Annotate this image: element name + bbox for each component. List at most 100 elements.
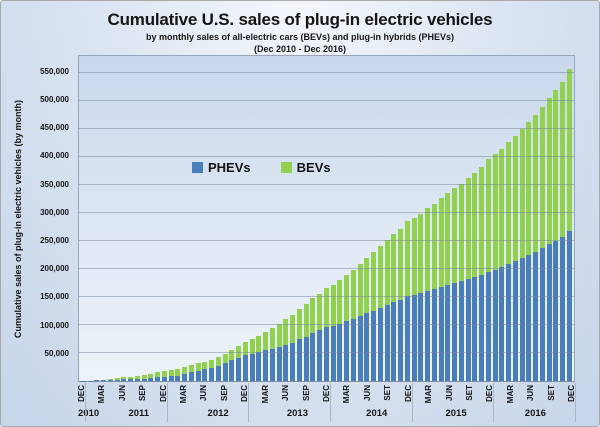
- chart-period: (Dec 2010 - Dec 2016): [253, 44, 347, 54]
- bar-phev-segment: [458, 281, 464, 381]
- gridline: [79, 155, 574, 157]
- bar: [350, 56, 356, 381]
- gridline: [79, 71, 574, 73]
- bar-bev-segment: [465, 177, 471, 280]
- bar-bev-segment: [350, 270, 356, 319]
- bar: [296, 56, 302, 381]
- bar-bev-segment: [323, 288, 329, 328]
- bar: [236, 56, 242, 381]
- year-label: 2012: [207, 408, 229, 419]
- bar: [87, 56, 93, 381]
- bar-phev-segment: [121, 379, 127, 381]
- x-axis-year-labels: 2010 2011 2012 2013 2014 2015 2016: [78, 408, 575, 421]
- bar-bev-segment: [539, 107, 545, 249]
- bar-phev-segment: [256, 352, 262, 381]
- bar-phev-segment: [263, 350, 269, 381]
- bar: [452, 56, 458, 381]
- bar-bev-segment: [121, 377, 127, 380]
- bar-bev-segment: [107, 379, 113, 380]
- bar: [519, 56, 525, 381]
- bar: [472, 56, 478, 381]
- bar: [317, 56, 323, 381]
- bar-phev-segment: [222, 363, 228, 381]
- bar: [344, 56, 350, 381]
- bar-bev-segment: [242, 341, 248, 355]
- bar-phev-segment: [533, 251, 539, 381]
- bar: [141, 56, 147, 381]
- y-tick-label: 200,000: [40, 264, 69, 274]
- bar-phev-segment: [479, 275, 485, 381]
- bar-phev-segment: [506, 264, 512, 381]
- bar: [411, 56, 417, 381]
- bar-bev-segment: [330, 284, 336, 326]
- bar-phev-segment: [161, 376, 167, 381]
- gridline: [79, 267, 574, 269]
- bar-phev-segment: [269, 348, 275, 381]
- bar: [134, 56, 140, 381]
- bar-phev-segment: [465, 279, 471, 381]
- bar-bev-segment: [175, 369, 181, 376]
- bar-bev-segment: [114, 378, 120, 380]
- bar-phev-segment: [344, 321, 350, 381]
- bar-phev-segment: [431, 288, 437, 381]
- bar-phev-segment: [472, 277, 478, 381]
- bar-phev-segment: [445, 284, 451, 381]
- bar-phev-segment: [209, 367, 215, 381]
- gridline: [79, 323, 574, 325]
- bar: [168, 56, 174, 381]
- bar: [263, 56, 269, 381]
- bar-phev-segment: [323, 327, 329, 381]
- bar: [148, 56, 154, 381]
- bar-bev-segment: [182, 367, 188, 374]
- bar: [553, 56, 559, 381]
- gridline: [79, 183, 574, 185]
- bar-phev-segment: [188, 372, 194, 381]
- bar-bev-segment: [560, 81, 566, 237]
- bar: [323, 56, 329, 381]
- bar-bev-segment: [229, 350, 235, 361]
- bar-bev-segment: [485, 159, 491, 273]
- y-tick-label: 450,000: [40, 123, 69, 133]
- bar: [188, 56, 194, 381]
- bar: [310, 56, 316, 381]
- bar-phev-segment: [384, 305, 390, 381]
- bar-phev-segment: [107, 379, 113, 381]
- bar-bev-segment: [263, 331, 269, 351]
- bar: [418, 56, 424, 381]
- bar-bev-segment: [553, 90, 559, 241]
- bar-bev-segment: [438, 198, 444, 287]
- bar-phev-segment: [128, 379, 134, 381]
- bar-phev-segment: [195, 370, 201, 381]
- bar-phev-segment: [276, 346, 282, 381]
- bar-bev-segment: [519, 129, 525, 259]
- bar-bev-segment: [512, 135, 518, 262]
- bar-phev-segment: [290, 342, 296, 381]
- bar-phev-segment: [391, 302, 397, 381]
- bar-bev-segment: [398, 228, 404, 300]
- bar-bev-segment: [546, 98, 552, 245]
- bar-bev-segment: [310, 298, 316, 333]
- bar: [492, 56, 498, 381]
- bar: [128, 56, 134, 381]
- bar-phev-segment: [350, 318, 356, 381]
- y-tick-label: 50,000: [44, 348, 69, 358]
- bar: [391, 56, 397, 381]
- bar-bev-segment: [222, 354, 228, 364]
- bar: [371, 56, 377, 381]
- bar-phev-segment: [519, 258, 525, 381]
- bar-phev-segment: [560, 236, 566, 381]
- bar: [161, 56, 167, 381]
- bar-bev-segment: [479, 167, 485, 276]
- bar-phev-segment: [229, 360, 235, 381]
- bar-phev-segment: [168, 376, 174, 381]
- bar-phev-segment: [398, 299, 404, 381]
- legend-swatch: [192, 162, 203, 173]
- bar-bev-segment: [404, 221, 410, 297]
- bar: [499, 56, 505, 381]
- year-label: 2014: [366, 408, 388, 419]
- bar-phev-segment: [283, 344, 289, 381]
- bar-phev-segment: [512, 261, 518, 381]
- bar: [249, 56, 255, 381]
- bar: [438, 56, 444, 381]
- year-label: 2015: [445, 408, 467, 419]
